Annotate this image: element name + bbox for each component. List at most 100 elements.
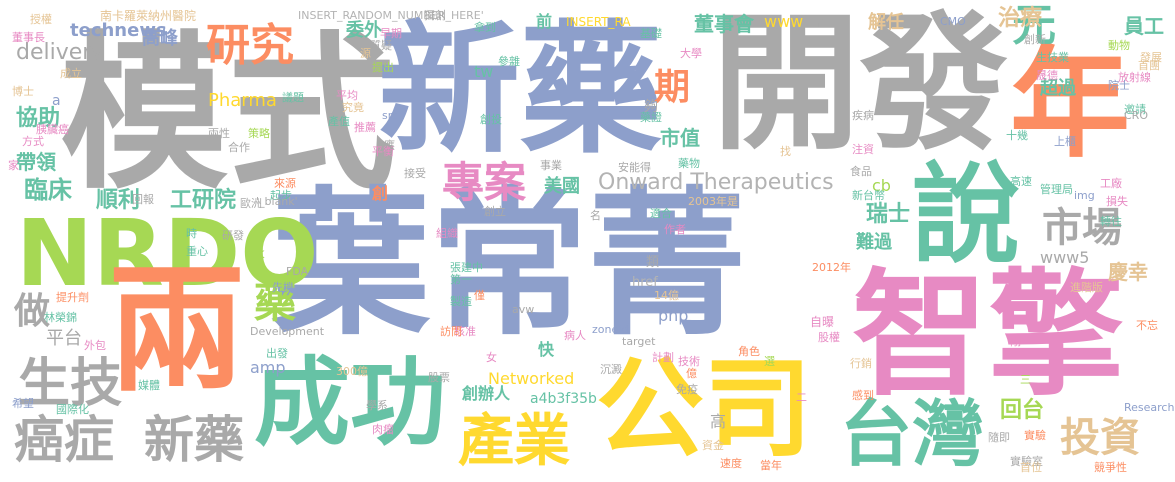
cloud-word: 夠 [644,99,658,115]
cloud-word: img [1074,189,1095,202]
cloud-word: 究竟 [342,101,364,114]
cloud-word: INSERT_RA [566,15,631,29]
cloud-word: 藥物 [678,157,700,170]
cloud-word: 葉常菁 [272,173,746,357]
cloud-word: 平均 [336,89,358,102]
cloud-word: 億 [686,367,697,380]
cloud-word: 時 [186,227,197,240]
cloud-word: 推薦 [354,121,376,134]
cloud-word: 創新 [1024,33,1046,46]
cloud-word: 2003年是 [688,195,738,208]
cloud-word: 說 [912,153,1021,278]
cloud-word: 張建中 [450,261,483,274]
cloud-word: www5 [1040,248,1090,267]
cloud-word: 癌症 [14,411,114,469]
cloud-word: 帶領 [16,150,56,174]
cloud-word: delivery [16,40,105,65]
cloud-word: 平衡 [372,145,394,158]
cloud-word: 損失 [1106,195,1128,208]
cloud-word: 員工 [1124,14,1164,38]
cloud-word: 順利 [96,188,141,213]
cloud-word: 方式 [22,135,44,148]
cloud-word: 高 [710,412,727,431]
cloud-word: 議題 [282,91,304,104]
cloud-word: 南卡羅萊納州醫院 [100,9,197,23]
cloud-word: 生技 [18,354,123,414]
cloud-word: 重心 [186,245,208,258]
cloud-word: 期 [654,67,691,108]
cloud-word: INSERT_RANDOM_NUMBER_HERE' [298,9,484,22]
cloud-word: 管理局 [1040,183,1073,196]
cloud-word: NRDO [16,200,319,307]
cloud-word: 找 [780,145,791,158]
cloud-word: 應 [384,139,395,152]
cloud-word: 14億 [654,289,679,302]
cloud-word: www [764,12,804,31]
cloud-word: a [52,93,61,109]
cloud-word: 胰臟癌 [36,123,69,136]
cloud-word: 研究 [206,20,294,71]
cloud-word: 超過 [1040,78,1076,99]
cloud-word: 自曝 [810,315,835,329]
cloud-word: 兩 [108,250,247,411]
cloud-word: 角色 [738,345,760,358]
cloud-word: 委外 [346,20,382,41]
cloud-word: 晟德 [1036,69,1058,82]
cloud-word: 沉澱 [600,363,622,376]
cloud-word: 適合 [650,207,672,220]
cloud-word: 當年 [760,459,782,472]
cloud-word: 希望 [12,397,34,410]
cloud-word: 女 [486,351,497,364]
cloud-word: 董事會 [694,12,754,36]
cloud-word: 臨床 [24,176,72,204]
cloud-word: n [816,15,825,31]
cloud-word: 創 [372,184,389,203]
cloud-word: 生技業 [1036,51,1069,64]
cloud-word: 首團 [1138,59,1160,72]
cloud-word: 進階版 [1070,281,1103,294]
cloud-word: 行銷 [850,357,872,370]
cloud-word: 病人 [564,329,586,342]
cloud-word: 實驗室 [1010,455,1043,468]
cloud-word: 疾病 [852,109,874,122]
cloud-word: 瑞士 [866,202,911,227]
cloud-word: 平台 [46,328,82,349]
cloud-word: target [622,335,656,348]
cloud-word: 藥 [254,278,297,327]
cloud-word: 學系 [366,399,388,412]
cloud-word: 台灣 [840,392,985,476]
cloud-word: 僅 [474,289,485,302]
cloud-word: 源 [360,47,371,60]
cloud-word: 基礎 [640,27,662,40]
cloud-word: 放射線 [1118,71,1151,84]
cloud-word: php [658,306,689,325]
cloud-word: 2012年 [812,261,851,274]
cloud-word: 速度 [720,457,742,470]
cloud-word: 三 [1020,373,1031,386]
cloud-word: 解任 [868,12,904,33]
cloud-word: 二 [796,391,807,404]
cloud-word: technews [70,20,167,41]
cloud-word: 歐洲 [240,197,262,210]
cloud-word: 免疫 [676,383,698,396]
cloud-word: 出發 [266,347,288,360]
cloud-word: Onward Therapeutics [598,170,834,195]
cloud-word: tw [474,62,494,81]
cloud-word: 授權 [30,13,52,26]
cloud-word: 難過 [856,232,892,253]
cloud-word: ck [250,247,265,262]
cloud-word: 十幾 [1006,129,1028,142]
cloud-word: 邀請 [1124,103,1146,116]
cloud-word: Research [1124,401,1175,414]
cloud-word: 新藥 [378,8,662,173]
cloud-word: 董事長 [12,31,45,44]
cloud-word: href [632,275,658,290]
cloud-word: FDA [286,265,309,278]
cloud-word: 感到 [852,389,874,402]
cloud-word: 協助 [16,106,61,131]
cloud-word: 新藥 [144,411,244,469]
cloud-word: cb [872,176,891,195]
cloud-word: 策略 [248,127,270,140]
cloud-word: 治療 [998,6,1043,31]
cloud-word: 專案 [442,158,527,207]
